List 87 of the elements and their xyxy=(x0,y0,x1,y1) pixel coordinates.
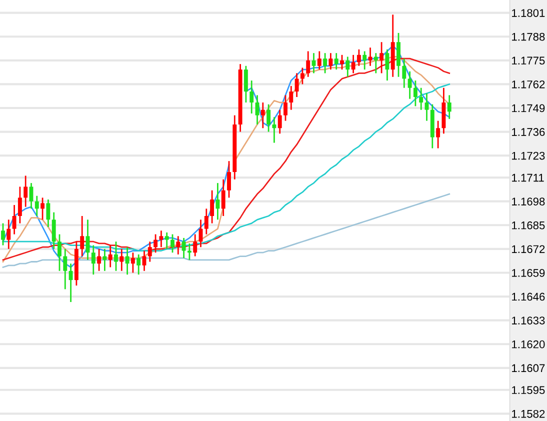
y-tick-label: 1.1801 xyxy=(512,9,545,17)
y-tick-label: 1.1736 xyxy=(512,128,545,136)
candlestick xyxy=(182,237,186,259)
candlestick xyxy=(244,65,248,104)
candlestick xyxy=(120,248,124,272)
y-tick-label: 1.1775 xyxy=(512,56,545,65)
candlestick xyxy=(300,67,304,85)
candlestick xyxy=(221,178,226,217)
candlestick xyxy=(323,52,328,74)
candlestick xyxy=(170,234,174,254)
y-tick-label: 1.1620 xyxy=(512,340,545,348)
candlestick xyxy=(102,248,107,272)
candlestick xyxy=(80,215,84,257)
candlestick xyxy=(294,72,299,98)
candlestick xyxy=(419,87,424,111)
y-tick-label: 1.1582 xyxy=(512,410,545,418)
candlestick xyxy=(346,56,350,78)
candlestick xyxy=(148,240,152,262)
candlestick xyxy=(154,234,158,254)
candlestick xyxy=(306,50,310,78)
candlestick xyxy=(227,160,231,198)
y-tick-label: 1.1685 xyxy=(512,221,545,230)
candlestick xyxy=(317,50,322,70)
y-tick-label: 1.1595 xyxy=(512,386,545,394)
y-tick-label: 1.1672 xyxy=(512,245,545,254)
candlestick xyxy=(24,175,28,208)
candlestick xyxy=(289,85,294,111)
candlestick xyxy=(351,54,356,74)
candlestick xyxy=(52,212,56,250)
candlestick xyxy=(380,41,384,74)
candlestick xyxy=(159,230,164,248)
candlestick xyxy=(408,70,412,100)
y-tick-label: 1.1762 xyxy=(512,80,545,88)
candlestick xyxy=(130,252,135,274)
y-tick-label: 1.1633 xyxy=(512,316,545,324)
candlestick xyxy=(255,94,260,126)
y-tick-label: 1.1607 xyxy=(512,364,545,372)
candlestick xyxy=(447,94,452,120)
y-tick-label: 1.1659 xyxy=(512,269,545,277)
candlestick xyxy=(356,48,361,67)
candlestick xyxy=(210,190,214,224)
candlestick xyxy=(340,54,344,70)
candlestick xyxy=(278,109,282,134)
candlestick xyxy=(272,116,276,144)
candlestick xyxy=(436,120,440,149)
candlestick xyxy=(114,240,118,272)
candlestick xyxy=(6,218,11,250)
candlestick xyxy=(58,234,62,272)
candlestick xyxy=(385,48,390,82)
candlestick xyxy=(204,208,208,235)
candlestick xyxy=(260,102,265,129)
candlestick xyxy=(413,80,418,107)
y-tick-label: 1.1646 xyxy=(512,292,545,301)
candlestick xyxy=(368,46,372,67)
candlestick xyxy=(266,104,271,132)
candlestick xyxy=(334,52,338,70)
y-tick-label: 1.1749 xyxy=(512,104,545,112)
y-tick-label: 1.1711 xyxy=(512,174,544,182)
candlestick xyxy=(97,248,102,272)
candlestick xyxy=(40,196,45,220)
candlestick xyxy=(216,182,220,220)
candlestick xyxy=(164,232,169,250)
candlestick xyxy=(284,94,288,122)
candlestick xyxy=(424,92,429,122)
candlestick xyxy=(34,195,39,217)
candlestick xyxy=(12,204,16,235)
candlestick xyxy=(250,80,254,114)
candlestick xyxy=(136,254,141,276)
candlestick xyxy=(46,198,50,228)
candlestick xyxy=(108,244,112,268)
y-tick-label: 1.1723 xyxy=(512,152,545,160)
candlestick xyxy=(396,32,400,78)
candlestick xyxy=(328,52,333,70)
y-tick-label: 1.1698 xyxy=(512,198,545,206)
candlestick xyxy=(1,222,5,246)
candlestick xyxy=(362,50,367,70)
candlestick xyxy=(63,248,68,290)
candlestick xyxy=(18,186,22,224)
candlestick xyxy=(176,235,180,256)
y-tick-label: 1.1788 xyxy=(512,32,545,41)
candlestick xyxy=(91,244,96,276)
candlestick xyxy=(193,234,198,257)
candlestick xyxy=(402,58,406,89)
candlestick xyxy=(29,182,34,210)
candlestick xyxy=(68,262,73,303)
candlestick xyxy=(374,52,378,74)
candlestick xyxy=(125,246,130,276)
